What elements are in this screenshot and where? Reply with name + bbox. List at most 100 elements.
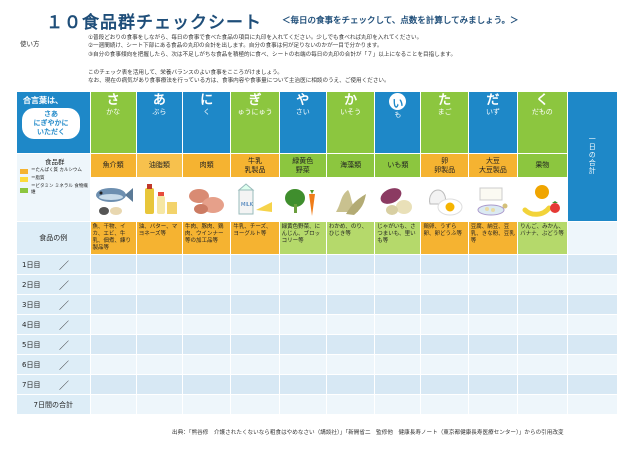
daily-total-cell[interactable]	[566, 314, 618, 335]
category-header-tamago: たまご	[420, 91, 469, 154]
check-cell[interactable]	[278, 334, 327, 355]
check-cell[interactable]	[420, 334, 469, 355]
total-cell[interactable]	[278, 394, 327, 415]
check-cell[interactable]	[278, 254, 327, 275]
check-cell[interactable]	[325, 314, 376, 335]
category-rest: いず	[485, 108, 500, 116]
check-cell[interactable]	[230, 294, 280, 315]
check-cell[interactable]	[181, 274, 232, 295]
check-cell[interactable]	[467, 254, 519, 275]
check-cell[interactable]	[374, 274, 422, 295]
source-citation: 出典：「熊谷修 介護されたくないなら粗食はやめなさい（講談社）」「新開省二 監修…	[172, 430, 564, 436]
check-cell[interactable]	[278, 314, 327, 335]
check-cell[interactable]	[325, 334, 376, 355]
check-cell[interactable]	[374, 374, 422, 395]
check-cell[interactable]	[467, 354, 519, 375]
check-cell[interactable]	[278, 354, 327, 375]
check-cell[interactable]	[89, 274, 137, 295]
category-rest: だもの	[531, 108, 553, 116]
check-cell[interactable]	[135, 274, 183, 295]
total-cell[interactable]	[135, 394, 183, 415]
check-cell[interactable]	[230, 254, 280, 275]
check-cell[interactable]	[230, 374, 280, 395]
check-cell[interactable]	[135, 374, 183, 395]
check-cell[interactable]	[230, 274, 280, 295]
check-cell[interactable]	[278, 274, 327, 295]
check-cell[interactable]	[181, 294, 232, 315]
date-slash: ／	[59, 381, 69, 392]
check-cell[interactable]	[420, 314, 469, 335]
check-cell[interactable]	[325, 274, 376, 295]
total-cell[interactable]	[374, 394, 422, 415]
check-cell[interactable]	[467, 314, 519, 335]
check-cell[interactable]	[278, 374, 327, 395]
check-cell[interactable]	[135, 314, 183, 335]
check-cell[interactable]	[467, 274, 519, 295]
daily-total-cell[interactable]	[566, 254, 618, 275]
check-cell[interactable]	[467, 294, 519, 315]
check-cell[interactable]	[467, 374, 519, 395]
check-cell[interactable]	[89, 294, 137, 315]
check-cell[interactable]	[517, 354, 568, 375]
daily-total-cell[interactable]	[566, 374, 618, 395]
total-cell[interactable]	[181, 394, 232, 415]
total-cell[interactable]	[467, 394, 519, 415]
check-cell[interactable]	[278, 294, 327, 315]
check-cell[interactable]	[420, 354, 469, 375]
check-cell[interactable]	[230, 354, 280, 375]
check-cell[interactable]	[181, 254, 232, 275]
mnemonic-bubble-line-2: にぎやかに	[33, 119, 69, 127]
check-cell[interactable]	[517, 314, 568, 335]
check-cell[interactable]	[230, 334, 280, 355]
check-cell[interactable]	[181, 334, 232, 355]
daily-total-cell[interactable]	[566, 294, 618, 315]
note-line-2: なお、現在の病気があり食事療法を行っている方は、食事内容や食事量について主治医に…	[88, 78, 390, 85]
check-cell[interactable]	[374, 254, 422, 275]
check-cell[interactable]	[517, 294, 568, 315]
check-cell[interactable]	[135, 334, 183, 355]
check-cell[interactable]	[89, 254, 137, 275]
check-cell[interactable]	[135, 294, 183, 315]
total-cell[interactable]	[325, 394, 376, 415]
check-cell[interactable]	[135, 354, 183, 375]
page-subtitle: ＜毎日の食事をチェックして、点数を計算してみましょう。＞	[282, 16, 519, 26]
check-cell[interactable]	[89, 314, 137, 335]
group-vegetable-label: 緑黄色 野菜	[292, 157, 314, 174]
check-cell[interactable]	[89, 374, 137, 395]
check-cell[interactable]	[374, 354, 422, 375]
daily-total-cell[interactable]	[566, 274, 618, 295]
check-cell[interactable]	[374, 334, 422, 355]
legend-label: ＝ビタミン ミネラル 食物繊維	[31, 184, 88, 195]
check-cell[interactable]	[517, 334, 568, 355]
check-cell[interactable]	[517, 274, 568, 295]
check-cell[interactable]	[181, 374, 232, 395]
day-row: 5日目 ／	[16, 334, 618, 355]
grand-total-cell[interactable]	[566, 394, 618, 415]
check-cell[interactable]	[325, 294, 376, 315]
daily-total-cell[interactable]	[566, 354, 618, 375]
check-cell[interactable]	[230, 314, 280, 335]
check-cell[interactable]	[181, 314, 232, 335]
total-cell[interactable]	[89, 394, 137, 415]
check-cell[interactable]	[517, 374, 568, 395]
check-cell[interactable]	[135, 254, 183, 275]
check-cell[interactable]	[374, 294, 422, 315]
examples-sum-blank	[566, 221, 618, 255]
check-cell[interactable]	[325, 254, 376, 275]
check-cell[interactable]	[89, 354, 137, 375]
check-cell[interactable]	[420, 374, 469, 395]
check-cell[interactable]	[374, 314, 422, 335]
check-cell[interactable]	[325, 374, 376, 395]
check-cell[interactable]	[467, 334, 519, 355]
check-cell[interactable]	[517, 254, 568, 275]
check-cell[interactable]	[420, 294, 469, 315]
daily-total-cell[interactable]	[566, 334, 618, 355]
check-cell[interactable]	[420, 274, 469, 295]
check-cell[interactable]	[420, 254, 469, 275]
total-cell[interactable]	[420, 394, 469, 415]
check-cell[interactable]	[89, 334, 137, 355]
check-cell[interactable]	[181, 354, 232, 375]
total-cell[interactable]	[517, 394, 568, 415]
total-cell[interactable]	[230, 394, 280, 415]
check-cell[interactable]	[325, 354, 376, 375]
